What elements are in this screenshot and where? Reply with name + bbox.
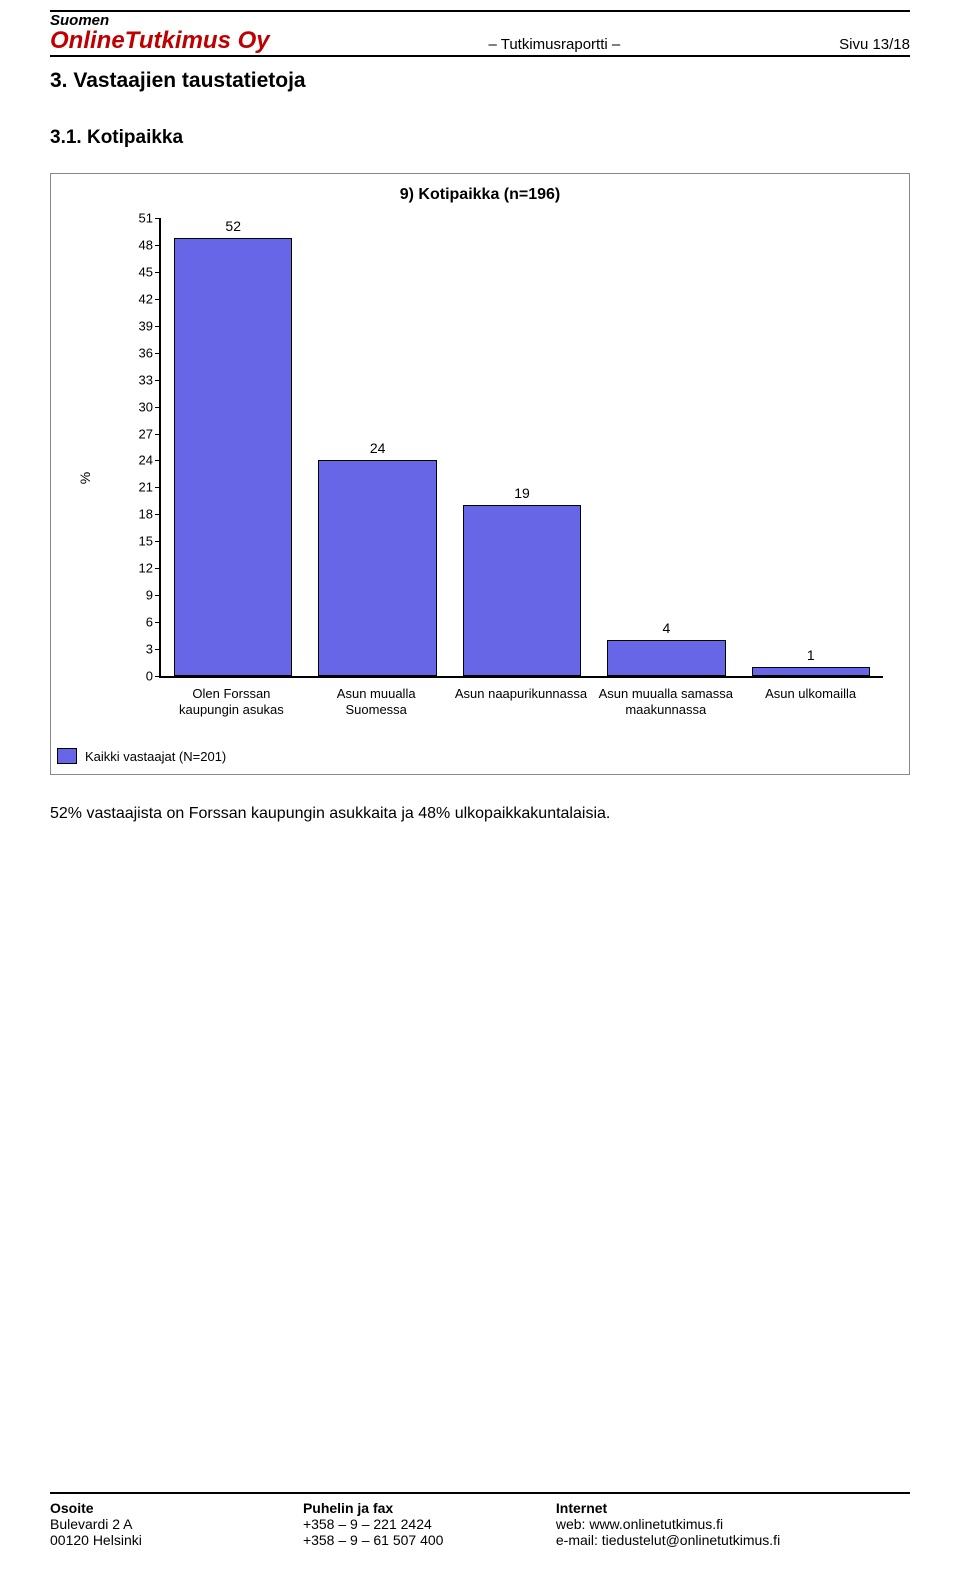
chart-bar-wrap: 1 [739, 218, 883, 676]
chart-area: % 52241941 03691215182124273033363942454… [127, 218, 883, 738]
footer-internet-l1: web: www.onlinetutkimus.fi [556, 1516, 910, 1532]
chart-bars: 52 24 19 4 1 [161, 218, 883, 676]
chart-bar-value: 1 [807, 647, 815, 663]
chart-bar [318, 460, 436, 676]
chart-container: 9) Kotipaikka (n=196) % 52241941 0369121… [50, 173, 910, 775]
footer-row: Osoite Bulevardi 2 A 00120 Helsinki Puhe… [50, 1500, 910, 1548]
header-center: – Tutkimusraportti – [489, 36, 621, 53]
chart-x-label: Asun ulkomailla [738, 682, 883, 738]
chart-x-label: Asun muualla Suomessa [304, 682, 449, 738]
chart-x-label: Asun muualla samassa maakunnassa [593, 682, 738, 738]
chart-ytick-label: 18 [139, 507, 161, 522]
footer-col-address: Osoite Bulevardi 2 A 00120 Helsinki [50, 1500, 303, 1548]
chart-bar [463, 505, 581, 676]
chart-ytick-label: 36 [139, 345, 161, 360]
chart-ytick-label: 51 [139, 211, 161, 226]
chart-bar-value: 52 [225, 218, 241, 234]
footer-col-internet: Internet web: www.onlinetutkimus.fi e-ma… [556, 1500, 910, 1548]
chart-ytick-label: 27 [139, 426, 161, 441]
chart-ytick-label: 45 [139, 264, 161, 279]
chart-x-label: Asun naapurikunnassa [449, 682, 594, 738]
chart-bar-value: 19 [514, 485, 530, 501]
chart-ytick-label: 15 [139, 534, 161, 549]
chart-y-axis-label: % [77, 472, 93, 484]
legend-label: Kaikki vastaajat (N=201) [85, 749, 226, 764]
footer-col-phone: Puhelin ja fax +358 – 9 – 221 2424 +358 … [303, 1500, 556, 1548]
chart-ytick-label: 12 [139, 561, 161, 576]
chart-ytick-label: 48 [139, 237, 161, 252]
subsection-title: 3.1. Kotipaikka [50, 127, 910, 149]
footer-address-l1: Bulevardi 2 A [50, 1516, 303, 1532]
chart-plot: 52241941 0369121518212427303336394245485… [159, 218, 883, 678]
chart-legend: Kaikki vastaajat (N=201) [57, 748, 903, 764]
footer-address-l2: 00120 Helsinki [50, 1532, 303, 1548]
chart-bar [752, 667, 870, 676]
chart-ytick-label: 3 [146, 642, 161, 657]
footer-phone-l2: +358 – 9 – 61 507 400 [303, 1532, 556, 1548]
footer-address-head: Osoite [50, 1500, 303, 1516]
chart-ytick-label: 6 [146, 615, 161, 630]
chart-bar [174, 238, 292, 676]
chart-ytick-label: 21 [139, 480, 161, 495]
header-brand-big: OnlineTutkimus Oy [50, 29, 270, 53]
chart-ytick-label: 24 [139, 453, 161, 468]
chart-ytick-label: 42 [139, 291, 161, 306]
chart-x-label: Olen Forssan kaupungin asukas [159, 682, 304, 738]
chart-bar-wrap: 52 [161, 218, 305, 676]
legend-swatch [57, 748, 77, 764]
chart-bar [607, 640, 725, 676]
footer: Osoite Bulevardi 2 A 00120 Helsinki Puhe… [50, 1492, 910, 1548]
chart-bar-wrap: 24 [305, 218, 449, 676]
footer-phone-head: Puhelin ja fax [303, 1500, 556, 1516]
chart-bar-value: 24 [370, 440, 386, 456]
header-row: OnlineTutkimus Oy – Tutkimusraportti – S… [50, 29, 910, 57]
footer-internet-head: Internet [556, 1500, 910, 1516]
chart-ytick-label: 33 [139, 372, 161, 387]
header-page-number: Sivu 13/18 [839, 36, 910, 53]
chart-x-labels: Olen Forssan kaupungin asukasAsun muuall… [159, 682, 883, 738]
page: Suomen OnlineTutkimus Oy – Tutkimusrapor… [0, 0, 960, 1576]
section-title: 3. Vastaajien taustatietoja [50, 69, 910, 93]
chart-bar-value: 4 [663, 620, 671, 636]
chart-ytick-label: 39 [139, 318, 161, 333]
footer-phone-l1: +358 – 9 – 221 2424 [303, 1516, 556, 1532]
chart-bar-wrap: 4 [594, 218, 738, 676]
chart-ytick-label: 9 [146, 588, 161, 603]
chart-ytick-label: 30 [139, 399, 161, 414]
body-paragraph: 52% vastaajista on Forssan kaupungin asu… [50, 805, 910, 823]
footer-internet-l2: e-mail: tiedustelut@onlinetutkimus.fi [556, 1532, 910, 1548]
chart-bar-wrap: 19 [450, 218, 594, 676]
chart-title: 9) Kotipaikka (n=196) [57, 186, 903, 204]
